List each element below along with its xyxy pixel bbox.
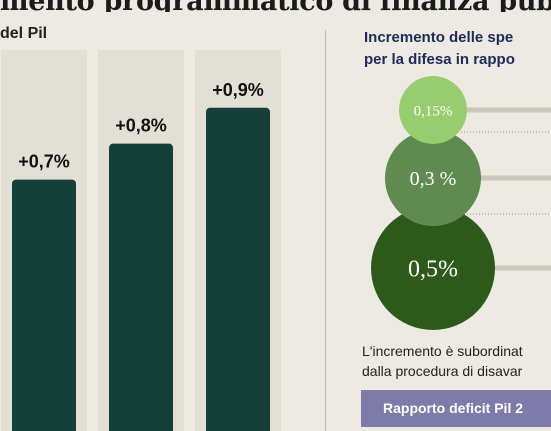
bubble-chart-title-line2: per la difesa in rappo: [364, 51, 515, 68]
bubble-value-label-1: 0,15%: [414, 103, 453, 119]
footnote: L'incremento è subordinat dalla procedur…: [362, 341, 551, 381]
panel-divider: [325, 30, 326, 431]
bubble-value-label-3: 0,5%: [408, 257, 458, 283]
bar-chart: +0,7% +0,8% +0,9%: [1, 50, 281, 431]
bar-2: [109, 143, 173, 431]
bar-1: [12, 179, 76, 431]
bubble-chart-title: Incremento delle spe per la difesa in ra…: [364, 27, 551, 71]
bubble-chart-title-line1: Incremento delle spe: [364, 29, 514, 46]
bubble-value-label-2: 0,3 %: [410, 168, 457, 190]
footnote-line2: dalla procedura di disavar: [362, 363, 523, 379]
deficit-label-box: Rapporto deficit Pil 2: [361, 390, 551, 427]
bar-value-label-1: +0,7%: [18, 152, 70, 172]
bubble-1: [399, 76, 467, 144]
bar-3: [206, 107, 270, 431]
bar-value-label-3: +0,9%: [212, 80, 264, 100]
bubble-2: [384, 129, 482, 227]
bubble-3: [371, 206, 495, 330]
headline: mento programmatico di finanza pub: [0, 0, 551, 12]
bar-chart-subtitle: del Pil: [0, 25, 48, 42]
footnote-line1: L'incremento è subordinat: [362, 343, 523, 359]
bar-value-label-2: +0,8%: [115, 116, 167, 136]
